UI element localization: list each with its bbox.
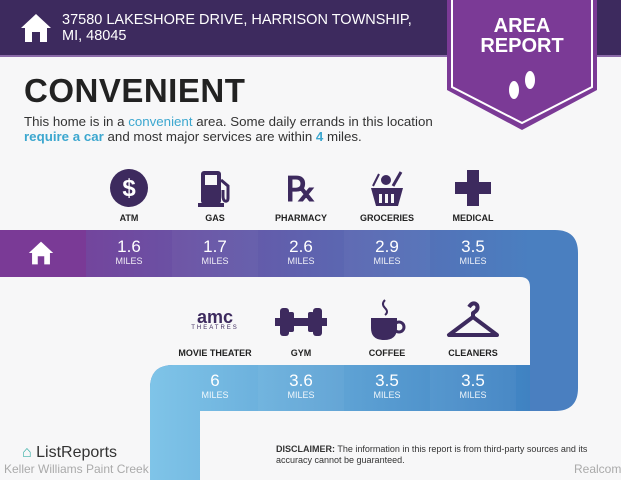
home-start-icon — [28, 241, 54, 265]
distance-pharmacy: 2.6 MILES — [287, 237, 315, 267]
distance-groceries: 2.9 MILES — [373, 237, 401, 267]
page-title: CONVENIENT — [24, 72, 246, 109]
cross-icon — [430, 168, 516, 208]
distance-cleaners: 3.5 MILES — [459, 371, 487, 401]
basket-icon — [344, 168, 430, 208]
dumbbell-icon — [258, 302, 344, 342]
watermark-left: Keller Williams Paint Creek — [4, 462, 149, 476]
distance-coffee: 3.5 MILES — [373, 371, 401, 401]
disclaimer: DISCLAIMER: The information in this repo… — [276, 444, 588, 465]
dollar-icon: $ — [86, 168, 172, 208]
rx-icon: ℞ — [258, 168, 344, 208]
svg-text:℞: ℞ — [286, 171, 316, 208]
distance-movie-theater: 6 MILES — [201, 371, 229, 401]
listreports-logo-icon: ⌂ — [22, 444, 32, 461]
gas-pump-icon — [172, 168, 258, 208]
hanger-icon — [430, 300, 516, 340]
distance-atm: 1.6 MILES — [115, 237, 143, 267]
label-coffee: COFFEE — [368, 348, 406, 358]
label-medical: MEDICAL — [452, 213, 494, 223]
label-cleaners: CLEANERS — [448, 348, 498, 358]
coffee-icon — [344, 299, 430, 340]
badge-label: AREA REPORT — [447, 16, 597, 56]
distance-gym: 3.6 MILES — [287, 371, 315, 401]
listreports-logo: ⌂ ListReports — [22, 444, 118, 461]
amc-theatres-icon: amc THEATRES — [191, 307, 239, 331]
area-report-badge — [447, 0, 597, 130]
footprints-icon — [509, 71, 535, 99]
badge-line1: AREA — [493, 15, 551, 37]
label-gas: GAS — [205, 213, 225, 223]
property-address: 37580 LAKESHORE DRIVE, HARRISON TOWNSHIP… — [62, 12, 412, 44]
description: This home is in a convenient area. Some … — [24, 114, 433, 144]
label-gym: GYM — [290, 348, 312, 358]
home-icon — [21, 14, 51, 42]
svg-text:$: $ — [122, 175, 136, 202]
label-pharmacy: PHARMACY — [274, 213, 327, 223]
distance-gas: 1.7 MILES — [201, 237, 229, 267]
watermark-right: Realcomp — [574, 462, 621, 476]
label-movie-theater: MOVIE THEATER — [178, 348, 252, 358]
label-atm: ATM — [119, 213, 139, 223]
distance-medical: 3.5 MILES — [459, 237, 487, 267]
badge-line2: REPORT — [480, 35, 564, 57]
label-groceries: GROCERIES — [359, 213, 414, 223]
